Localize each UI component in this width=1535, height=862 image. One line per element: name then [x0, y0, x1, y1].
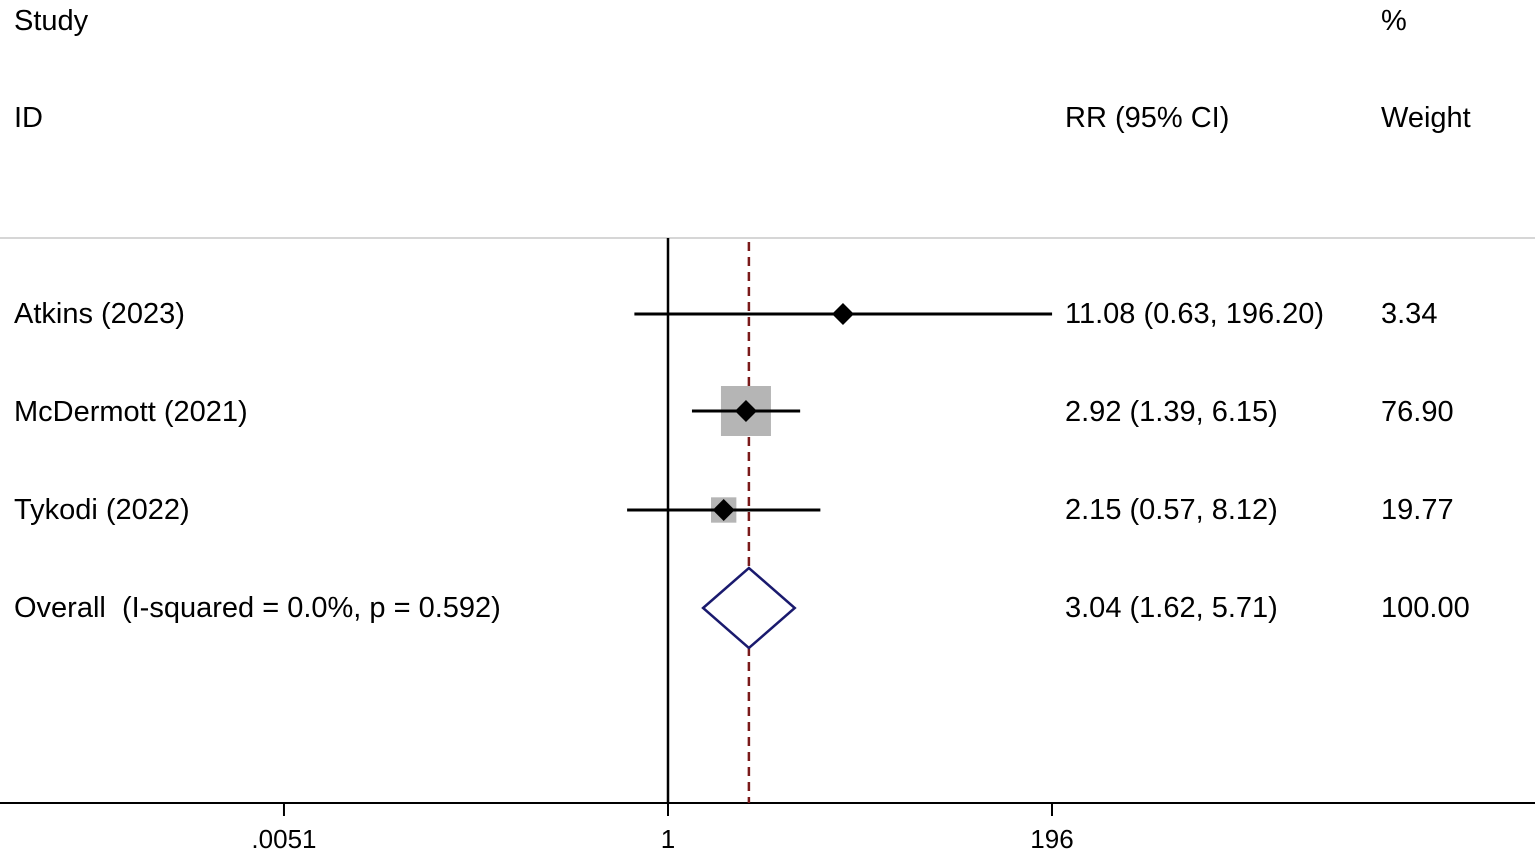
- weight-header-line2: Weight: [1381, 102, 1471, 134]
- study-ci-text: 2.92 (1.39, 6.15): [1065, 396, 1278, 428]
- overall-ci-text: 3.04 (1.62, 5.71): [1065, 592, 1278, 624]
- x-tick-label: .0051: [251, 824, 317, 854]
- study-weight: 76.90: [1381, 396, 1454, 428]
- point-estimate-marker: [734, 400, 757, 422]
- study-weight: 3.34: [1381, 298, 1438, 330]
- study-header-line1: Study: [14, 5, 89, 37]
- x-tick-label: 1: [660, 824, 676, 854]
- study-label: Atkins (2023): [14, 298, 185, 330]
- study-label: McDermott (2021): [14, 396, 248, 428]
- study-header-line2: ID: [14, 102, 43, 134]
- study-label: Tykodi (2022): [14, 494, 190, 526]
- weight-header-line1: %: [1381, 5, 1407, 37]
- point-estimate-marker: [831, 303, 854, 325]
- overall-diamond: [701, 566, 797, 650]
- study-ci-text: 2.15 (0.57, 8.12): [1065, 494, 1278, 526]
- effect-header: RR (95% CI): [1065, 102, 1230, 134]
- overall-label: Overall (I-squared = 0.0%, p = 0.592): [14, 592, 501, 624]
- x-tick-label: 196: [1030, 824, 1074, 854]
- overall-weight: 100.00: [1381, 592, 1470, 624]
- point-estimate-marker: [712, 499, 735, 521]
- study-ci-text: 11.08 (0.63, 196.20): [1065, 298, 1325, 330]
- study-weight: 19.77: [1381, 494, 1454, 526]
